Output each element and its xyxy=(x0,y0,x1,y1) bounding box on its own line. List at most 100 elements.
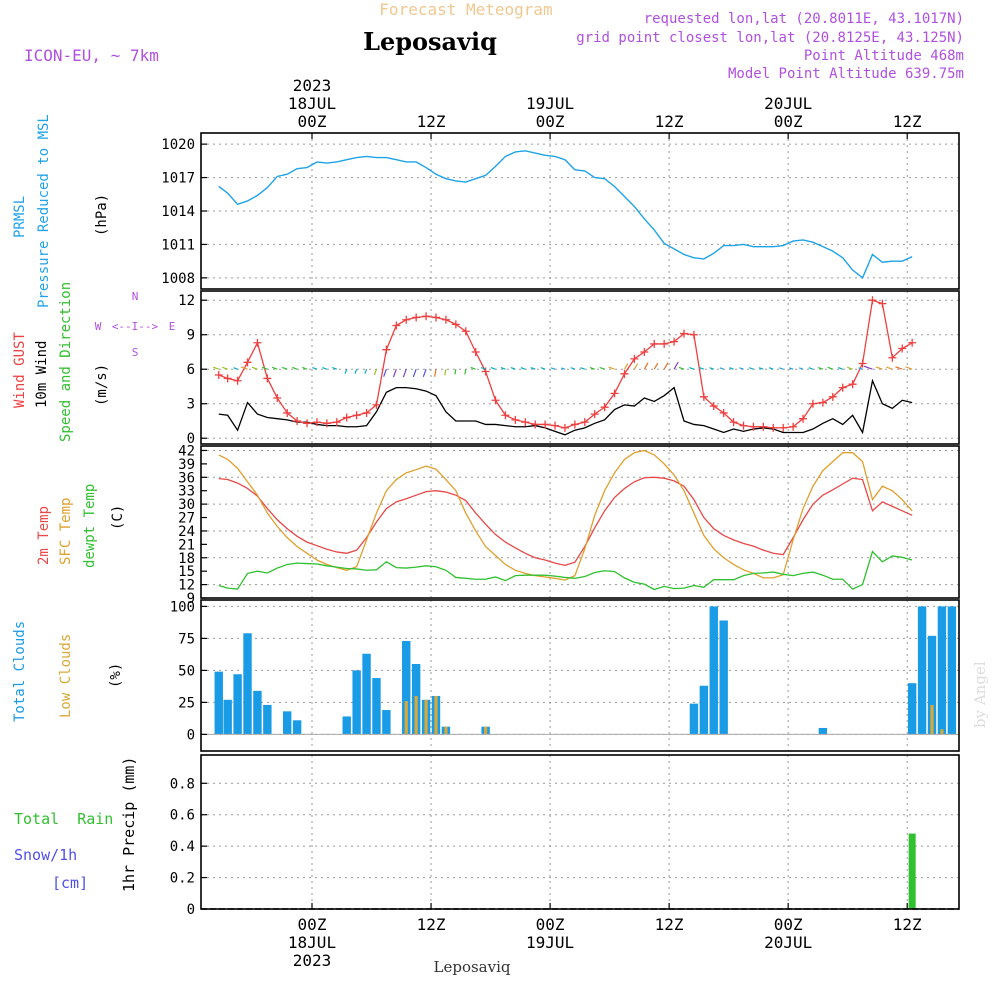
gust-marker xyxy=(818,398,827,407)
grid-layer xyxy=(201,133,959,910)
cloud-label-low: Low Clouds xyxy=(58,634,74,718)
gust-marker xyxy=(471,347,480,356)
ytick-label: 1008 xyxy=(161,271,195,287)
time-label-bottom: 18JUL xyxy=(288,933,336,952)
gust-marker xyxy=(888,353,897,362)
wind-arrow xyxy=(895,366,903,370)
gust-marker xyxy=(670,337,679,346)
wind-arrow xyxy=(699,367,705,370)
low-cloud-bar xyxy=(484,726,488,735)
low-cloud-bar xyxy=(444,726,448,735)
precip-labels: Total Rain Snow/1h [cm] 1hr Precip (mm) xyxy=(14,757,138,892)
low-cloud-bar xyxy=(940,729,944,735)
gust-marker xyxy=(541,420,550,429)
wind-labels: Wind GUST 10m Wind Speed and Direction (… xyxy=(12,282,175,442)
ytick-label: 0.4 xyxy=(170,839,195,855)
wind-arrow xyxy=(653,362,659,370)
grid-coords: grid point closest lon,lat (20.8125E, 43… xyxy=(576,30,964,46)
total-cloud-bar xyxy=(214,671,223,735)
ytick-label: 21 xyxy=(178,537,195,553)
watermark: by Angel xyxy=(971,661,989,728)
gust-marker xyxy=(560,423,569,432)
ytick-label: 1011 xyxy=(161,237,195,253)
precip-axis-label: 1hr Precip (mm) xyxy=(120,757,138,892)
gust-marker xyxy=(322,419,331,428)
wind-arrow xyxy=(470,366,476,370)
total-cloud-bar xyxy=(233,674,242,735)
gust-marker xyxy=(650,339,659,348)
pressure-label-msl: Pressure Reduced to MSL xyxy=(36,114,52,308)
precip-label-rain: Total Rain xyxy=(14,810,113,828)
time-label-bottom: 00Z xyxy=(774,915,803,934)
total-cloud-bar xyxy=(917,606,927,735)
wind-unit: (m/s) xyxy=(94,364,110,406)
total-cloud-bar xyxy=(263,704,272,735)
gust-marker xyxy=(223,374,232,383)
wind-arrow xyxy=(332,367,338,370)
precip-label-snow: Snow/1h xyxy=(14,846,77,864)
gust-marker xyxy=(868,296,877,305)
wind-arrow xyxy=(364,369,368,374)
cloud-label-total: Total Clouds xyxy=(12,621,28,722)
total-cloud-bar xyxy=(709,606,718,735)
compass-n: N xyxy=(132,290,139,303)
gust-marker xyxy=(580,418,589,427)
wind-arrow xyxy=(402,369,407,378)
wind-arrow xyxy=(222,366,228,370)
ytick-label: 27 xyxy=(178,511,195,527)
wind-arrow xyxy=(444,369,447,376)
ytick-label: 0 xyxy=(187,902,195,918)
gust-marker xyxy=(422,312,431,321)
pressure-label-prmsl: PRMSL xyxy=(12,196,28,238)
wind-arrow xyxy=(886,366,893,370)
wind-arrow xyxy=(858,367,863,370)
rain-bar xyxy=(908,833,916,909)
low-cloud-bar xyxy=(434,695,438,735)
gust-marker xyxy=(858,359,867,368)
time-label-top: 12Z xyxy=(417,112,446,131)
gust-marker xyxy=(828,392,837,401)
time-label-bottom: 12Z xyxy=(655,915,684,934)
gust-marker xyxy=(878,299,887,308)
wind-arrow xyxy=(749,367,754,370)
wind-arrow xyxy=(689,366,695,370)
data-layer xyxy=(201,150,959,909)
wind-arrow xyxy=(530,367,536,370)
wind-arrow xyxy=(789,367,794,370)
gust-marker xyxy=(848,380,857,389)
time-label-top: 2023 xyxy=(293,76,332,95)
wind-arrow xyxy=(344,369,348,374)
pressure-labels: PRMSL Pressure Reduced to MSL (hPa) xyxy=(12,114,110,308)
wind-arrow xyxy=(827,366,834,370)
temp-frame xyxy=(200,445,960,599)
wind-arrow xyxy=(673,361,679,370)
gust-marker xyxy=(214,370,223,379)
gust-marker xyxy=(253,338,262,347)
gust-marker xyxy=(699,392,708,401)
gust-line xyxy=(218,299,913,429)
low-cloud-bar xyxy=(930,704,934,735)
wind-arrow xyxy=(233,367,238,370)
plot-clipped-group xyxy=(201,150,959,909)
temp-sfc-line xyxy=(218,449,913,581)
ytick-label: 1014 xyxy=(161,204,195,220)
wind-arrow xyxy=(550,367,556,370)
ytick-label: 9 xyxy=(187,591,195,607)
wind-arrow xyxy=(540,367,546,370)
wind-arrow xyxy=(213,366,219,370)
wind-arrow xyxy=(709,367,714,370)
low-cloud-bar xyxy=(414,695,418,735)
wind-arrow xyxy=(768,367,774,370)
gust-marker xyxy=(501,411,510,420)
subtitle: Forecast Meteogram xyxy=(379,0,552,19)
gust-marker xyxy=(372,400,381,409)
wind-arrow xyxy=(905,366,913,370)
time-label-top: 12Z xyxy=(893,112,922,131)
cloud-labels: Total Clouds Low Clouds (%) xyxy=(12,621,124,722)
time-label-top: 20JUL xyxy=(764,94,812,113)
gust-marker xyxy=(293,416,302,425)
wind-arrow xyxy=(302,366,308,370)
wind-label-gust: Wind GUST xyxy=(12,332,28,408)
wind-arrow xyxy=(561,367,566,370)
wind-arrow xyxy=(739,367,744,370)
